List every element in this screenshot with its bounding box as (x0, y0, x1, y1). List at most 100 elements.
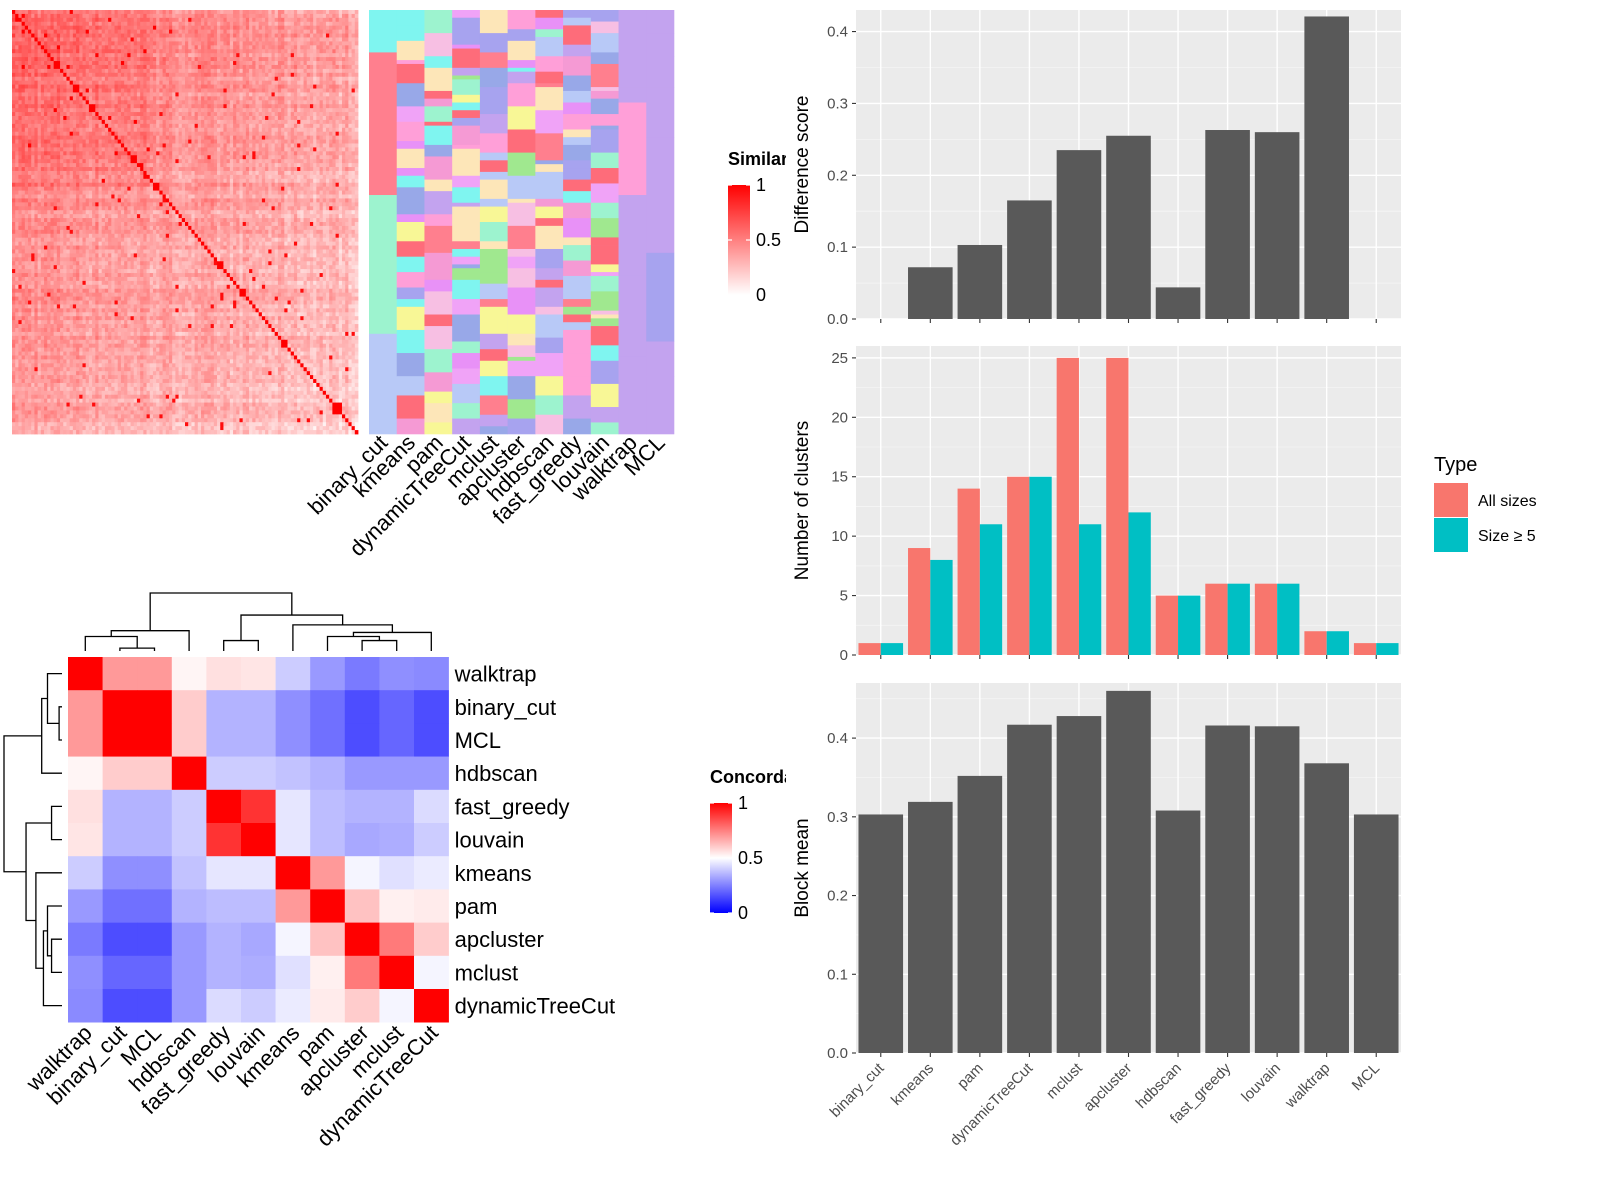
similarity-cell (66, 72, 71, 78)
similarity-cell (210, 13, 215, 19)
similarity-cell (146, 96, 151, 101)
similarity-cell (300, 84, 304, 89)
similarity-cell (117, 131, 122, 137)
similarity-cell (309, 10, 314, 15)
similarity-cell (149, 10, 154, 15)
similarity-cell (159, 92, 163, 97)
similarity-cell (178, 76, 183, 82)
similarity-cell (325, 116, 330, 121)
similarity-cell (274, 143, 279, 148)
similarity-cell (210, 159, 215, 164)
similarity-cell (303, 68, 308, 74)
similarity-cell (12, 123, 16, 129)
similarity-cell (271, 119, 276, 125)
similarity-cell (172, 10, 176, 15)
similarity-cell (127, 13, 131, 19)
similarity-cell (168, 104, 173, 109)
similarity-cell (60, 143, 64, 148)
similarity-cell (124, 100, 128, 105)
similarity-cell (172, 68, 176, 74)
similarity-cell (194, 84, 199, 89)
similarity-cell (293, 64, 298, 70)
similarity-cell (159, 33, 163, 38)
similarity-cell (309, 119, 314, 125)
similarity-cell (66, 119, 71, 125)
similarity-cell (44, 139, 48, 144)
similarity-cell (258, 151, 263, 156)
similarity-cell (245, 108, 250, 113)
similarity-cell (92, 155, 96, 160)
similarity-cell (191, 41, 196, 46)
similarity-cell (242, 127, 247, 133)
similarity-cell (348, 53, 352, 58)
similarity-cell (226, 131, 231, 137)
similarity-cell (191, 13, 196, 19)
similarity-cell (316, 49, 320, 54)
similarity-cell (345, 33, 349, 38)
similarity-cell (345, 108, 349, 113)
similarity-cell (274, 108, 279, 113)
similarity-cell (322, 68, 327, 74)
similarity-cell (188, 96, 192, 101)
similarity-cell (21, 88, 26, 93)
similarity-cell (268, 167, 272, 172)
similarity-cell (92, 186, 96, 191)
similarity-cell (297, 119, 301, 125)
similarity-cell (18, 21, 23, 27)
similarity-cell (233, 53, 237, 58)
similarity-cell (120, 64, 125, 70)
similarity-cell (265, 80, 269, 85)
similarity-cell (101, 68, 106, 74)
similarity-cell (120, 112, 125, 117)
similarity-cell (127, 135, 131, 140)
similarity-cell (313, 147, 317, 152)
similarity-cell (104, 45, 109, 50)
similarity-cell (201, 151, 205, 156)
similarity-cell (15, 37, 19, 42)
similarity-cell (265, 49, 269, 54)
similarity-cell (351, 139, 356, 144)
similarity-cell (34, 186, 39, 191)
similarity-cell (188, 123, 192, 129)
similarity-cell (306, 29, 311, 34)
similarity-cell (236, 61, 240, 66)
similarity-cell (217, 127, 221, 133)
similarity-cell (85, 139, 90, 144)
similarity-cell (34, 178, 39, 184)
similarity-cell (88, 147, 93, 152)
similarity-cell (95, 92, 99, 97)
similarity-cell (303, 17, 308, 23)
similarity-cell (88, 49, 93, 54)
similarity-cell (47, 182, 51, 188)
similarity-cell (47, 61, 51, 66)
similarity-cell (261, 100, 266, 105)
similarity-cell (335, 139, 340, 144)
similarity-cell (220, 108, 224, 113)
similarity-cell (284, 88, 288, 93)
similarity-cell (133, 123, 138, 129)
similarity-cell (297, 21, 301, 27)
similarity-cell (309, 33, 314, 38)
similarity-cell (133, 151, 138, 156)
similarity-cell (319, 116, 324, 121)
similarity-cell (53, 174, 58, 180)
similarity-cell (92, 37, 96, 42)
similarity-cell (37, 45, 42, 50)
similarity-cell (249, 49, 253, 54)
similarity-cell (15, 139, 19, 144)
similarity-cell (309, 21, 314, 27)
similarity-cell (40, 53, 45, 58)
similarity-cell (229, 116, 234, 121)
similarity-cell (108, 84, 112, 89)
similarity-cell (127, 64, 131, 70)
similarity-cell (194, 119, 199, 125)
similarity-cell (306, 21, 311, 27)
similarity-cell (175, 104, 179, 109)
similarity-cell (108, 88, 112, 93)
similarity-cell (236, 64, 240, 70)
similarity-cell (146, 167, 151, 172)
similarity-cell (34, 17, 39, 23)
similarity-cell (258, 53, 263, 58)
similarity-cell (162, 10, 167, 15)
similarity-cell (149, 174, 154, 180)
